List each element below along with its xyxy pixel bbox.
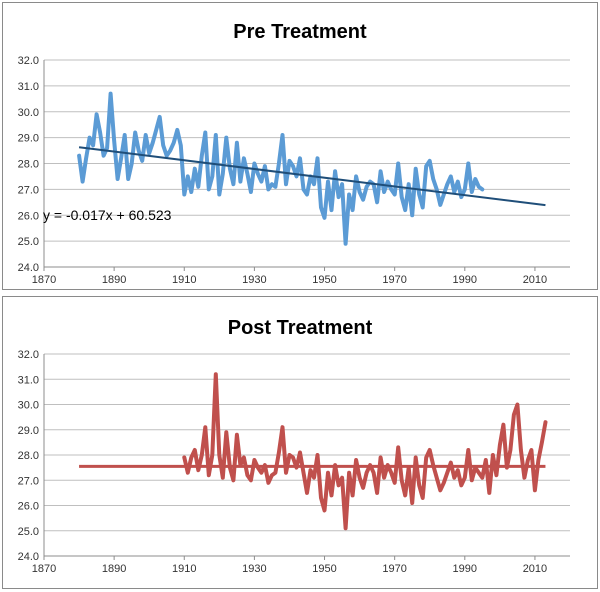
series-line [182, 372, 548, 531]
x-tick-label: 1890 [102, 563, 126, 575]
x-tick-label: 2010 [523, 563, 547, 575]
y-tick-label: 29.0 [18, 133, 39, 145]
x-tick-label: 1930 [242, 563, 266, 575]
x-tick-label: 1950 [312, 274, 336, 286]
series-line [77, 91, 485, 246]
y-tick-label: 28.0 [18, 450, 39, 462]
x-tick-label: 1890 [102, 274, 126, 286]
y-tick-label: 27.0 [18, 475, 39, 487]
y-tick-label: 28.0 [18, 159, 39, 171]
y-tick-label: 26.0 [18, 210, 39, 222]
y-tick-label: 29.0 [18, 425, 39, 437]
trendline [78, 146, 546, 207]
chart-title: Post Treatment [227, 317, 373, 339]
x-tick-label: 1930 [242, 274, 266, 286]
x-tick-label: 1970 [382, 274, 406, 286]
y-tick-label: 30.0 [18, 107, 39, 119]
y-tick-label: 25.0 [18, 236, 39, 248]
x-tick-label: 1990 [453, 274, 477, 286]
y-tick-label: 24.0 [18, 262, 39, 274]
chart-plot-pre-treatment: 24.0 25.0 26.0 27.0 28.0 29.0 30.0 31.0 32.0 1870… [18, 55, 570, 286]
chart-plot-post-treatment: 24.0 25.0 26.0 27.0 28.0 29.0 30.0 31.0 32.0 1870… [18, 349, 570, 575]
chart-title: Pre Treatment [233, 21, 367, 43]
x-tick-label: 1870 [32, 563, 56, 575]
y-tick-label: 31.0 [18, 81, 39, 93]
y-tick-label: 24.0 [18, 551, 39, 563]
y-tick-label: 27.0 [18, 184, 39, 196]
x-tick-label: 1910 [172, 563, 196, 575]
y-tick-label: 32.0 [18, 349, 39, 361]
x-tick-label: 1910 [172, 274, 196, 286]
chart-panel-post-treatment: Post Treatment 24.0 25.0 26.0 27.0 28.0 29.0 3… [2, 296, 598, 589]
y-tick-label: 30.0 [18, 400, 39, 412]
y-tick-label: 26.0 [18, 501, 39, 513]
y-tick-label: 25.0 [18, 526, 39, 538]
x-tick-label: 1970 [382, 563, 406, 575]
chart-panel-pre-treatment: Pre Treatment 24.0 25.0 26.0 27.0 28.0 29.0 30… [2, 2, 598, 290]
y-tick-label: 31.0 [18, 374, 39, 386]
x-tick-label: 1870 [32, 274, 56, 286]
x-tick-label: 1990 [453, 563, 477, 575]
x-tick-label: 2010 [523, 274, 547, 286]
x-tick-label: 1950 [312, 563, 336, 575]
trendline-equation: y = -0.017x + 60.523 [43, 207, 172, 223]
y-tick-label: 32.0 [18, 55, 39, 67]
